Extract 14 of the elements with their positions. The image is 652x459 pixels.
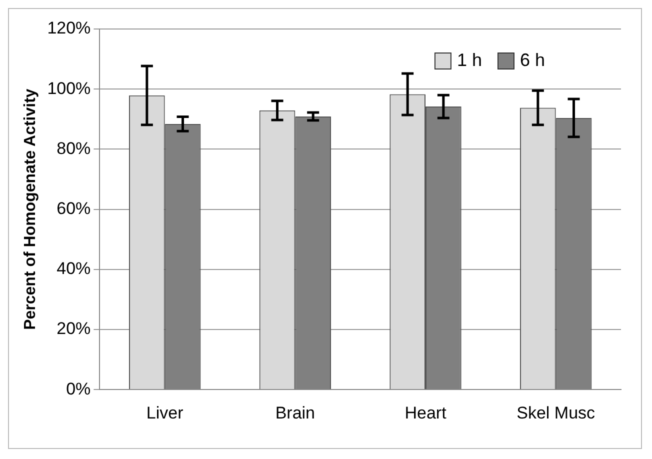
y-axis-title: Percent of Homogenate Activity bbox=[22, 88, 40, 330]
x-tick-label: Liver bbox=[146, 403, 184, 422]
y-tick-label: 20% bbox=[56, 319, 91, 338]
x-tick-label: Skel Musc bbox=[516, 403, 596, 422]
legend-label: 1 h bbox=[456, 50, 482, 70]
y-tick-label: 60% bbox=[56, 198, 91, 218]
x-tick-label: Brain bbox=[275, 403, 316, 422]
legend-label: 6 h bbox=[520, 50, 546, 70]
y-tick-label: 120% bbox=[47, 18, 91, 38]
y-tick-label: 80% bbox=[56, 138, 91, 158]
x-tick-label: Heart bbox=[404, 403, 447, 422]
y-tick-label: 40% bbox=[56, 259, 91, 278]
y-tick-label: 100% bbox=[47, 78, 91, 98]
y-tick-label: 0% bbox=[66, 379, 91, 398]
